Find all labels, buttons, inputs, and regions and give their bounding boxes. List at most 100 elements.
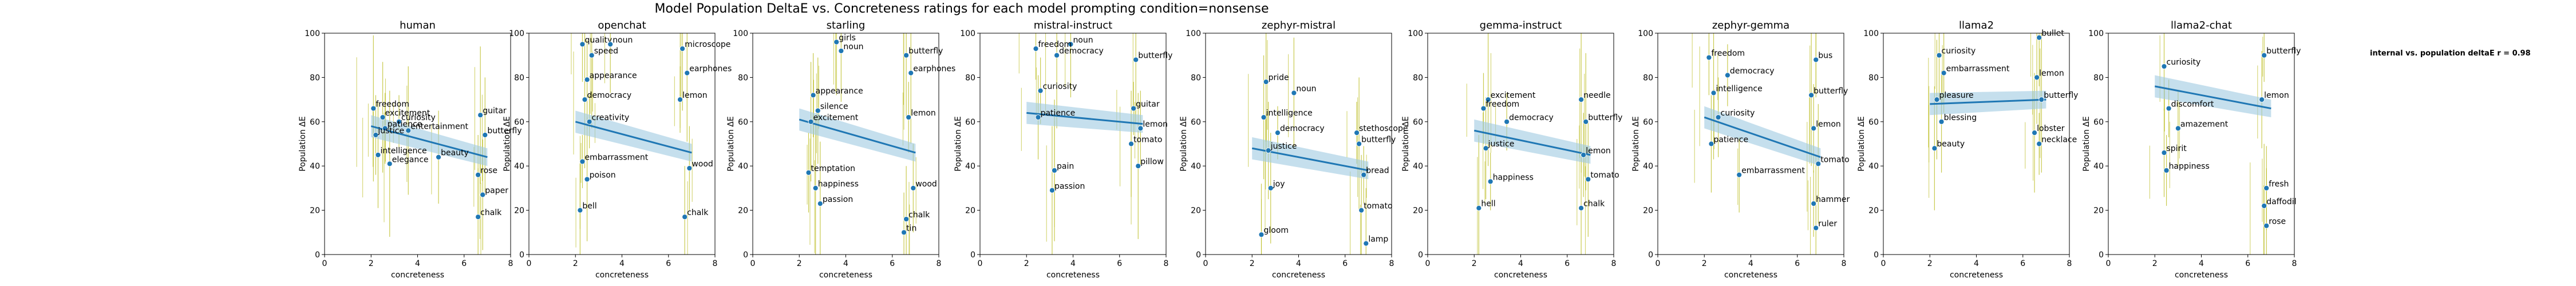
data-point [1356,141,1362,147]
data-point [2259,97,2265,103]
data-point [584,77,590,83]
data-point [2163,168,2170,173]
subplot-title: starling [827,19,866,31]
data-point [1483,145,1489,152]
x-axis-label: concreteness [1046,271,1100,280]
point-label: rose [2269,217,2286,227]
x-tick-label: 0 [1425,259,1431,268]
data-layer: curiosity discomfort amazement spirit happin… [2149,33,2301,255]
data-point [906,114,912,120]
data-point [2166,105,2172,112]
data-layer: quality speed noun appearance democracy creat… [571,33,732,255]
data-point [1815,161,1822,167]
data-point [579,158,586,165]
data-point [1476,205,1482,211]
subplot-title: zephyr-mistral [1262,19,1336,31]
point-label: appearance [590,71,637,80]
x-axis-label: concreteness [391,271,444,280]
y-tick-label: 60 [1413,118,1423,127]
data-point [1706,54,1712,61]
data-point [910,185,916,191]
y-tick-label: 0 [519,251,524,260]
y-tick-label: 20 [514,206,524,216]
data-point [2263,185,2270,191]
point-label: embarrassment [1741,166,1805,176]
point-label: bell [582,202,596,211]
data-point [2261,202,2267,209]
x-tick-label: 6 [1117,259,1122,268]
data-point [1487,178,1494,185]
point-label: freedom [376,100,409,109]
subplot: llama2-chat curiosity discomfort amazement s… [2082,19,2301,280]
point-label: daffodil [2266,197,2296,206]
data-point [805,169,812,176]
x-tick-label: 4 [415,259,420,268]
point-label: discomfort [2171,100,2214,109]
point-label: girls [839,33,856,42]
x-axis-label: concreteness [2175,271,2228,280]
point-label: democracy [1280,124,1325,133]
x-tick-label: 8 [713,259,718,268]
data-layer: freedomexcitementcuriositypatienceentert… [356,35,522,255]
data-layer: curiosity embarrassment pleasure blessing be… [1928,29,2078,210]
y-axis-label: Population ΔE [1631,116,1641,171]
confidence-band [1252,137,1369,180]
x-tick-label: 6 [1342,259,1348,268]
point-label: tomato [1364,202,1392,211]
data-point [480,192,486,198]
data-point [1504,118,1510,125]
data-point [1578,97,1585,103]
point-label: blessing [1944,113,1977,122]
data-point [1581,152,1587,158]
x-tick-label: 6 [461,259,467,268]
y-axis-label: Population ΔE [1179,116,1188,171]
x-tick-label: 4 [843,259,848,268]
y-tick-label: 0 [315,251,320,260]
regression-line [799,118,916,154]
y-tick-label: 100 [2088,29,2104,38]
y-tick-label: 80 [2093,73,2104,82]
data-point [1708,141,1714,147]
y-tick-label: 0 [2099,251,2104,260]
data-point [405,128,412,134]
data-point [903,216,910,222]
point-label: democracy [1059,47,1104,56]
data-point [1291,90,1297,96]
point-label: justice [1270,142,1297,151]
data-point [373,132,379,138]
data-point [1938,118,1945,125]
point-label: lemon [2264,91,2289,100]
subplot-title: llama2 [1959,19,1994,31]
data-point [684,70,690,76]
point-label: butterfly [1361,136,1396,145]
confidence-band [575,110,692,162]
point-label: beauty [1937,140,1965,149]
x-tick-label: 4 [1296,259,1301,268]
x-axis-label: concreteness [1494,271,1547,280]
point-label: intelligence [1266,109,1313,118]
data-point [396,118,402,125]
data-point [1258,232,1265,238]
confidence-band [2155,75,2271,118]
data-point [2175,125,2181,132]
y-axis-label: Population ΔE [1401,116,1411,171]
confidence-band [1026,101,1143,133]
x-axis-label: concreteness [1950,271,2003,280]
data-point [1813,225,1819,231]
data-point [1275,130,1281,136]
point-label: earphones [689,65,732,74]
data-point [1936,52,1942,58]
point-label: quality [584,35,612,45]
subplot: llama2 curiosity embarrassment pleasure bles… [1857,19,2078,280]
y-tick-label: 60 [1191,118,1201,127]
data-point [1033,46,1039,51]
y-tick-label: 100 [1186,29,1201,38]
point-label: silence [820,102,848,111]
y-tick-label: 20 [1868,206,1879,216]
y-tick-label: 40 [310,162,320,171]
y-tick-label: 0 [1196,251,1201,260]
point-label: pleasure [1939,91,1973,100]
